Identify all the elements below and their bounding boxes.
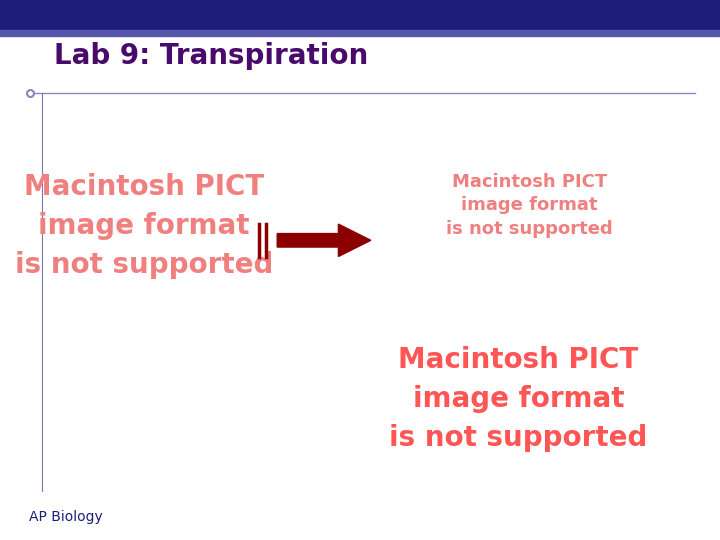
Text: Macintosh PICT
image format
is not supported: Macintosh PICT image format is not suppo… [15, 173, 273, 279]
FancyArrow shape [277, 224, 371, 256]
Text: AP Biology: AP Biology [29, 510, 102, 524]
Text: Lab 9: Transpiration: Lab 9: Transpiration [54, 42, 368, 70]
Bar [0, 0, 720, 30]
Bar [0, 30, 720, 36]
Text: Macintosh PICT
image format
is not supported: Macintosh PICT image format is not suppo… [390, 346, 647, 451]
Text: Macintosh PICT
image format
is not supported: Macintosh PICT image format is not suppo… [446, 173, 613, 238]
